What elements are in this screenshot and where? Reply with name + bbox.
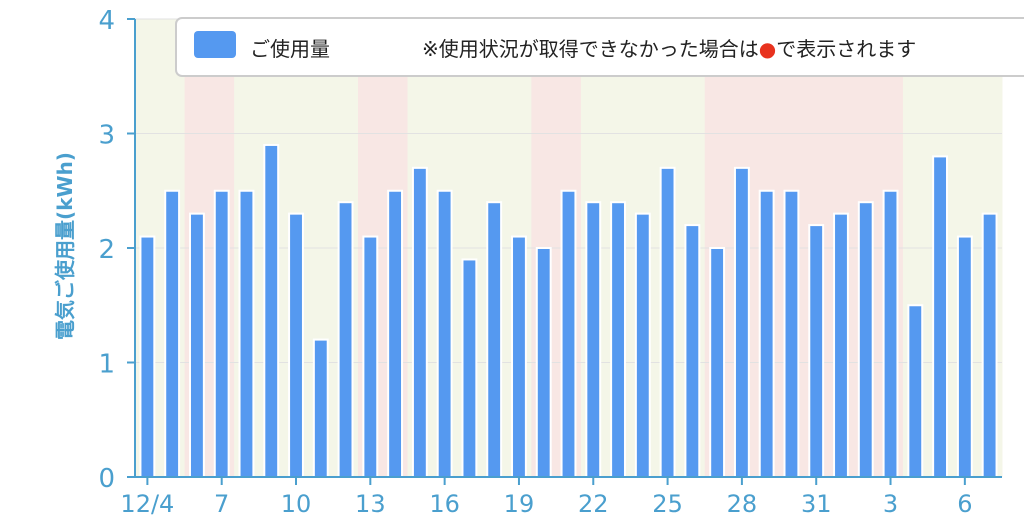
legend-note-prefix: ※使用状況が取得できなかった場合は	[422, 37, 759, 61]
y-tick-label: 1	[98, 350, 115, 380]
bar	[288, 212, 304, 478]
bar	[758, 189, 775, 478]
bar	[808, 224, 825, 478]
legend-note-suffix: で表示されます	[776, 37, 916, 61]
x-tick-label: 10	[281, 490, 312, 518]
axes: 0 1 2 3 4 12/4 7 10 13 16 19 22 25 28 31 3 6	[98, 6, 1002, 518]
bar	[188, 212, 205, 478]
bar	[535, 247, 552, 478]
bar	[139, 235, 156, 478]
bar	[907, 304, 924, 478]
x-tick-label: 6	[957, 490, 972, 518]
x-tick-label: 16	[429, 490, 460, 518]
bar	[164, 189, 181, 478]
legend-swatch	[194, 31, 236, 58]
bar	[213, 189, 230, 478]
bar	[857, 201, 874, 478]
y-axis-label: 電気ご使用量(kWh)	[53, 152, 77, 340]
bar	[956, 235, 973, 478]
bar	[882, 189, 899, 478]
bar	[560, 189, 577, 478]
x-tick-label: 3	[883, 490, 898, 518]
x-tick-label: 13	[355, 490, 386, 518]
bar	[585, 201, 602, 478]
bar	[461, 258, 478, 479]
bar	[238, 189, 255, 478]
x-tick-label: 25	[652, 490, 683, 518]
bar	[981, 212, 998, 478]
bar	[659, 166, 676, 478]
x-tick-label: 28	[727, 490, 758, 518]
bar	[486, 201, 503, 478]
bar	[684, 224, 701, 478]
bar	[932, 155, 949, 478]
legend-note: ※使用状況が取得できなかった場合は●で表示されます	[422, 37, 916, 61]
x-tick-label: 22	[578, 490, 609, 518]
bar	[709, 247, 726, 478]
x-tick-label: 7	[214, 490, 229, 518]
y-tick-label: 0	[98, 464, 115, 494]
legend: ご使用量 ※使用状況が取得できなかった場合は●で表示されます	[175, 17, 1024, 77]
x-tick-label: 31	[801, 490, 832, 518]
bar	[634, 212, 651, 478]
legend-box	[175, 17, 1024, 77]
x-tick-label: 19	[504, 490, 535, 518]
legend-series-label: ご使用量	[250, 37, 330, 61]
bar	[610, 201, 626, 478]
y-tick-label: 3	[98, 121, 115, 151]
x-tick-label: 12/4	[120, 490, 174, 518]
bar	[733, 166, 750, 478]
bar	[436, 189, 453, 478]
bar	[783, 189, 800, 478]
bar	[833, 212, 849, 478]
bar	[263, 143, 280, 478]
y-tick-label: 2	[98, 235, 115, 265]
missing-data-marker: ●	[759, 37, 776, 61]
bar	[411, 166, 428, 478]
y-tick-label: 4	[98, 6, 115, 36]
bar	[312, 338, 329, 478]
bar	[511, 235, 527, 478]
bar	[337, 201, 354, 478]
bar	[362, 235, 379, 478]
bar	[387, 189, 404, 478]
